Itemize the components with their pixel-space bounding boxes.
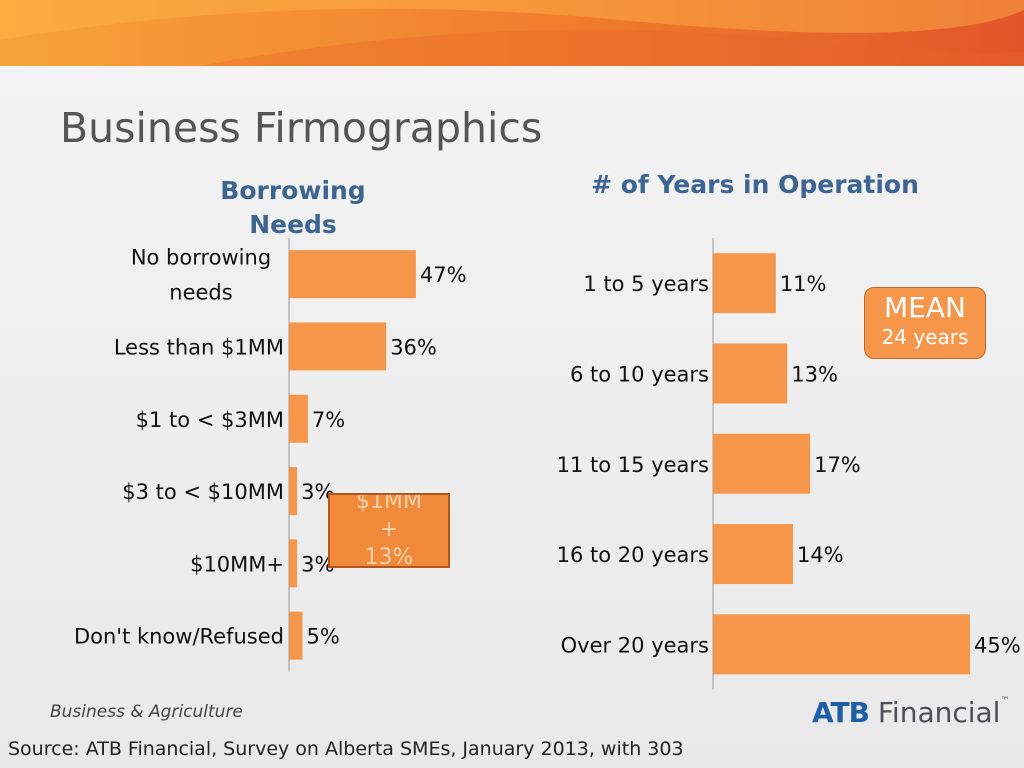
left-value-label-0: 47% xyxy=(420,263,467,287)
right-category-label-2: 11 to 15 years xyxy=(557,453,709,477)
right-value-label-3: 14% xyxy=(797,543,844,567)
borrowing-needs-title: Borrowing Needs xyxy=(200,174,386,242)
years-in-operation-title: # of Years in Operation xyxy=(591,170,919,199)
left-category-label-0-0: No borrowing xyxy=(131,246,271,270)
header-banner xyxy=(0,0,1024,66)
one-million-plus-callout: $1MM + 13% xyxy=(328,493,450,568)
logo-brand: ATB xyxy=(812,696,870,729)
right-bar-3 xyxy=(713,524,793,585)
right-category-label-0: 1 to 5 years xyxy=(583,272,709,296)
left-bar-0 xyxy=(289,250,416,299)
logo-rest: Financial xyxy=(877,696,1001,729)
right-bar-2 xyxy=(713,433,811,494)
left-bar-4 xyxy=(289,539,298,588)
left-category-label-4-0: $10MM+ xyxy=(190,552,284,576)
mean-label: MEAN xyxy=(884,291,966,324)
logo-tm: ™ xyxy=(1000,696,1010,706)
left-value-label-5: 5% xyxy=(307,625,340,649)
right-category-label-1: 6 to 10 years xyxy=(570,362,709,386)
right-bar-4 xyxy=(713,614,970,675)
right-bar-0 xyxy=(713,253,776,314)
left-bar-3 xyxy=(289,467,298,516)
right-bar-1 xyxy=(713,343,788,404)
footer-tagline: Business & Agriculture xyxy=(50,702,243,722)
borrowing-needs-title-line-1: Borrowing xyxy=(220,176,366,205)
right-value-label-1: 13% xyxy=(791,362,838,386)
left-value-label-1: 36% xyxy=(390,335,437,359)
right-category-label-3: 16 to 20 years xyxy=(557,543,709,567)
left-bar-5 xyxy=(289,611,303,660)
source-note: Source: ATB Financial, Survey on Alberta… xyxy=(8,738,684,760)
mean-value: 24 years xyxy=(881,325,969,349)
left-category-label-0-1: needs xyxy=(169,281,232,305)
mean-years-badge: MEAN 24 years xyxy=(864,287,986,359)
right-value-label-2: 17% xyxy=(814,453,861,477)
left-category-label-2-0: $1 to < $3MM xyxy=(136,408,284,432)
left-bar-2 xyxy=(289,394,308,443)
callout-line-1: $1MM xyxy=(356,493,422,514)
borrowing-needs-title-line-2: Needs xyxy=(249,210,337,239)
atb-financial-logo: ATB Financial™ xyxy=(812,696,1009,729)
left-category-label-3-0: $3 to < $10MM xyxy=(122,480,284,504)
right-category-label-4: Over 20 years xyxy=(561,633,709,657)
left-category-label-1-0: Less than $1MM xyxy=(114,335,284,359)
left-category-label-5-0: Don't know/Refused xyxy=(74,625,284,649)
right-value-label-4: 45% xyxy=(974,633,1021,657)
left-bar-1 xyxy=(289,322,387,371)
page-title: Business Firmographics xyxy=(60,104,543,152)
callout-line-3: 13% xyxy=(364,545,414,568)
callout-line-2: + xyxy=(379,517,399,542)
left-value-label-2: 7% xyxy=(312,408,345,432)
right-value-label-0: 11% xyxy=(780,272,827,296)
